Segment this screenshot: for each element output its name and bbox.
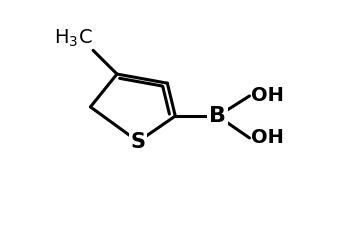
Text: OH: OH (251, 128, 284, 147)
Text: OH: OH (251, 87, 284, 105)
Text: S: S (131, 132, 146, 152)
Text: $\mathregular{H_3C}$: $\mathregular{H_3C}$ (54, 28, 93, 50)
Text: B: B (209, 106, 226, 126)
